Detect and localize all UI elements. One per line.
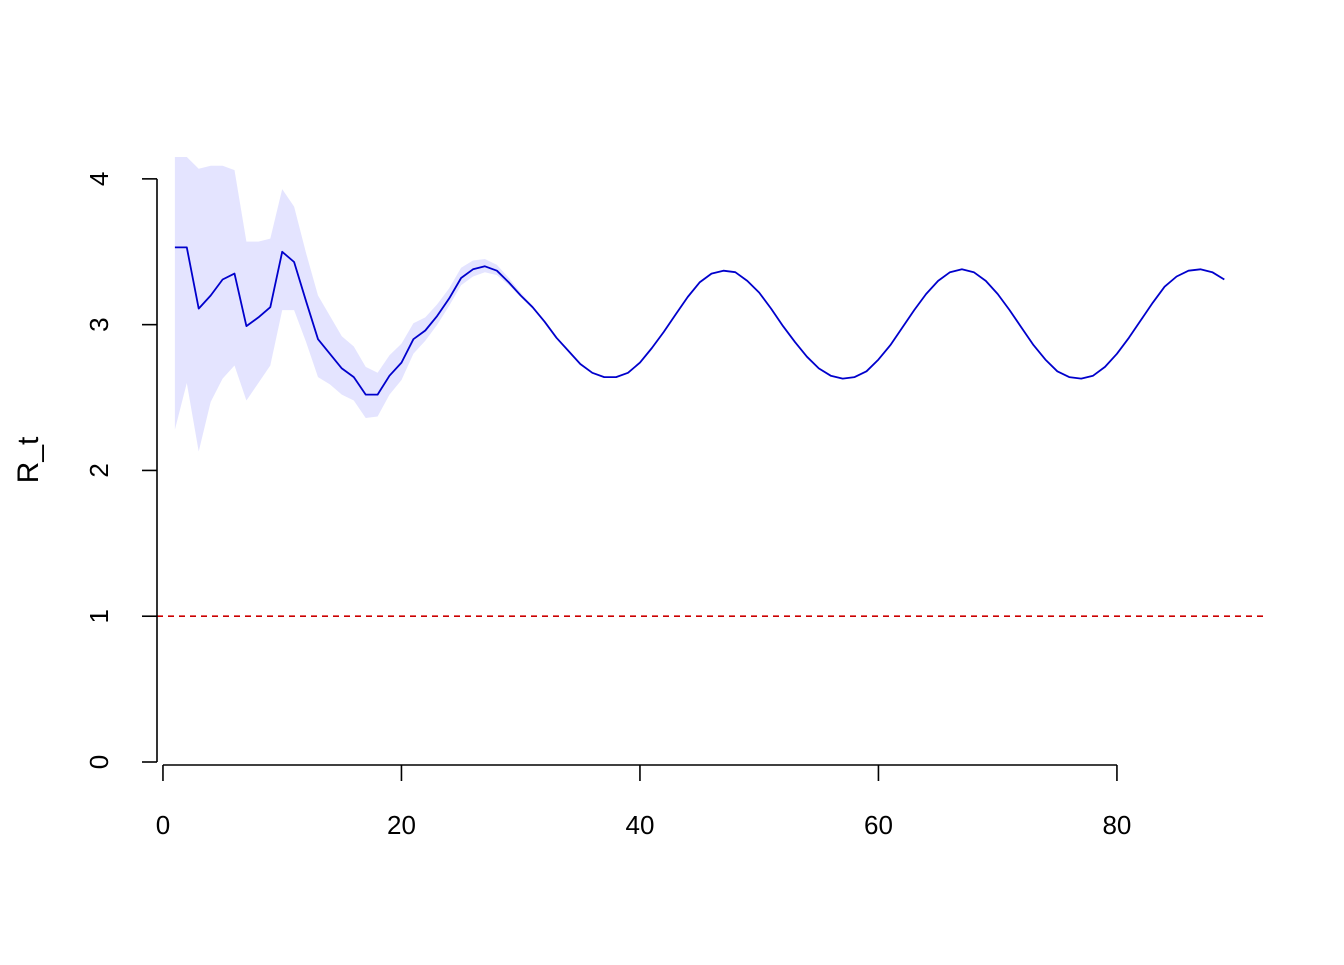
x-tick-label: 60: [864, 810, 893, 840]
x-tick-label: 80: [1102, 810, 1131, 840]
y-tick-label: 3: [84, 317, 114, 331]
x-tick-label: 40: [625, 810, 654, 840]
x-tick-label: 20: [387, 810, 416, 840]
y-axis-label: R_t: [12, 436, 45, 483]
x-tick-label: 0: [156, 810, 170, 840]
y-tick-label: 0: [84, 755, 114, 769]
series-line: [174, 246, 1225, 396]
y-tick-label: 4: [84, 172, 114, 186]
y-tick-label: 2: [84, 463, 114, 477]
series-line-layer: [174, 246, 1225, 396]
y-tick-label: 1: [84, 609, 114, 623]
